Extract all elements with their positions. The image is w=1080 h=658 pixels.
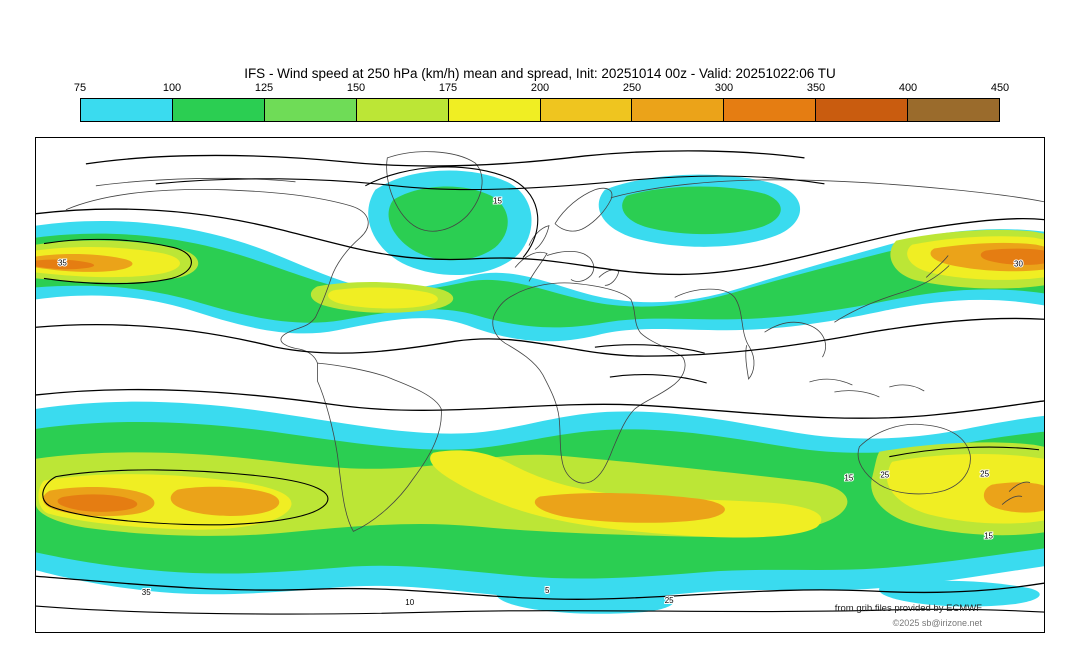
colorbar-tick-label: 175 [438, 82, 458, 94]
colorbar-tick-label: 300 [714, 82, 734, 94]
wind-field-arctic-patches [368, 170, 801, 276]
colorbar-tick-label: 150 [346, 82, 366, 94]
contour-label: 25 [665, 596, 674, 605]
colorbar-labels: 75 100 125 150 175 200 250 300 350 400 450 [74, 82, 1009, 96]
wind-map: 35 30 15 25 15 25 35 10 5 25 15 [36, 150, 1044, 615]
credits-source: from grib files provided by ECMWF [834, 603, 982, 614]
contour-label: 25 [980, 470, 989, 479]
contour-label: 30 [1014, 259, 1023, 268]
credits-copyright: ©2025 sb@irizone.net [892, 618, 982, 628]
contour-label: 15 [493, 197, 502, 206]
colorbar-segment [356, 99, 449, 121]
colorbar-segment [540, 99, 633, 121]
colorbar-tick-label: 100 [162, 82, 182, 94]
colorbar-tick-label: 450 [990, 82, 1010, 94]
colorbar-segment [172, 99, 265, 121]
coastlines [65, 151, 1044, 532]
colorbar-segment [264, 99, 357, 121]
contour-label: 35 [58, 258, 67, 267]
colorbar-tick-label: 350 [806, 82, 826, 94]
contour-label: 15 [984, 531, 993, 540]
map-frame: 35 30 15 25 15 25 35 10 5 25 15 from grib files pr… [35, 137, 1045, 633]
contour-label: 5 [545, 586, 550, 595]
colorbar-segment [81, 99, 173, 121]
colorbar-segment [448, 99, 541, 121]
colorbar-segment [816, 99, 909, 121]
page-title: IFS - Wind speed at 250 hPa (km/h) mean … [244, 66, 836, 81]
wind-field-south-jet [36, 401, 1044, 614]
colorbar-tick-label: 125 [254, 82, 274, 94]
colorbar-tick-label: 200 [530, 82, 550, 94]
colorbar-track [80, 98, 1000, 122]
colorbar-tick-label: 400 [898, 82, 918, 94]
colorbar-tick-label: 250 [622, 82, 642, 94]
wind-field-north-jet [36, 220, 1044, 342]
colorbar-segment [908, 99, 1000, 121]
colorbar-tick-label: 75 [73, 82, 87, 94]
colorbar-segment [724, 99, 817, 121]
contour-label: 10 [405, 598, 414, 607]
spread-contours [36, 150, 1044, 615]
colorbar-segment [632, 99, 725, 121]
contour-label: 25 [880, 471, 889, 480]
contour-label: 35 [142, 588, 151, 597]
contour-label: 15 [844, 474, 853, 483]
map-credits: from grib files provided by ECMWF ©2025 … [835, 602, 982, 630]
